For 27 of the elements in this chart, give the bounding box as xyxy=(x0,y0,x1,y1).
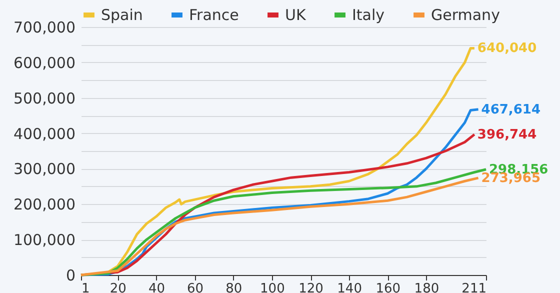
y-tick-label: 700,000 xyxy=(13,18,76,36)
legend-label: Spain xyxy=(101,6,143,24)
x-tick-label: 20 xyxy=(110,282,126,293)
y-tick-label: 100,000 xyxy=(13,231,76,250)
y-tick-label: 0 xyxy=(66,266,76,284)
x-tick-label: 40 xyxy=(148,282,165,293)
y-tick-label: 600,000 xyxy=(13,54,76,72)
y-tick-label: 400,000 xyxy=(13,124,76,143)
legend-label: Italy xyxy=(352,6,385,24)
x-tick-label: 211 xyxy=(462,282,486,293)
legend-label: Germany xyxy=(431,6,500,24)
x-tick-label: 1 xyxy=(82,282,90,293)
y-tick-label: 500,000 xyxy=(13,89,76,108)
annotation: 396,744 xyxy=(477,127,537,142)
x-tick-label: 140 xyxy=(337,282,362,293)
annotation: 467,614 xyxy=(481,102,541,118)
y-tick-label: 200,000 xyxy=(13,196,76,214)
x-tick-label: 60 xyxy=(187,282,204,293)
x-tick-label: 80 xyxy=(226,282,242,293)
x-tick-label: 180 xyxy=(414,282,440,293)
x-tick-label: 120 xyxy=(298,282,324,293)
y-tick-label: 300,000 xyxy=(13,160,76,178)
x-tick-label: 100 xyxy=(260,282,285,293)
x-tick-label: 160 xyxy=(376,282,401,293)
annotation: 640,040 xyxy=(477,41,537,56)
legend-label: France xyxy=(189,6,239,24)
legend-label: UK xyxy=(285,6,307,24)
